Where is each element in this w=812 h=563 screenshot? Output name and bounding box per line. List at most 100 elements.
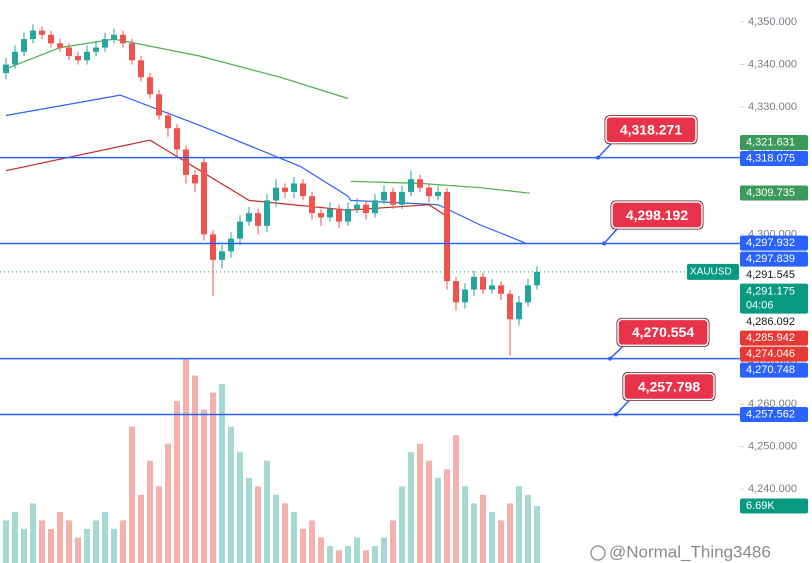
callout-pointer — [597, 142, 613, 159]
volume-bar — [336, 550, 342, 563]
volume-bar — [399, 486, 405, 563]
volume-bar — [282, 503, 288, 563]
volume-bar — [516, 486, 522, 563]
price-label-box — [740, 251, 808, 267]
callout-label: 4,318.271 — [620, 121, 682, 137]
candle-body — [57, 43, 63, 48]
volume-bar — [48, 528, 54, 563]
volume-bar — [453, 435, 459, 563]
volume-bar — [30, 503, 36, 563]
candle-body — [165, 115, 171, 129]
price-label-box — [740, 407, 808, 423]
candle-body — [12, 51, 18, 65]
volume-bar — [255, 486, 261, 563]
candle-body — [237, 221, 243, 239]
price-label-box — [740, 346, 808, 362]
callout-label: 4,298.192 — [626, 207, 688, 223]
volume-bar — [417, 443, 423, 563]
callout-pointer — [609, 344, 625, 360]
symbol-label: XAUUSD — [690, 266, 732, 277]
symbol-box — [687, 263, 739, 280]
candle-body — [192, 174, 198, 184]
volume-bar — [444, 469, 450, 563]
volume-bar — [525, 494, 531, 563]
watermark: @Normal_Thing3486 — [590, 542, 771, 561]
callout-anchor — [614, 412, 618, 417]
candle-body — [525, 285, 531, 303]
callout: 4,257.798 — [614, 372, 716, 417]
volume-bar — [534, 506, 540, 563]
candle-body — [408, 179, 414, 192]
candle-body — [327, 208, 333, 218]
callout-anchor — [608, 356, 612, 361]
volume-bar — [84, 528, 90, 563]
callout-label: 4,257.798 — [638, 378, 700, 394]
candle-body — [129, 43, 135, 61]
candle-body — [480, 276, 486, 290]
candle-body — [336, 208, 342, 222]
candle-body — [282, 187, 288, 192]
callout-box — [611, 201, 703, 229]
y-tick-label: 4,330.000 — [748, 101, 797, 113]
candle-body — [417, 179, 423, 188]
candle-body — [246, 213, 252, 222]
volume-bar — [237, 452, 243, 563]
candle-body — [498, 285, 504, 294]
callout-pointer — [603, 227, 619, 245]
candle-body — [453, 281, 459, 303]
volume-bar — [210, 392, 216, 563]
price-label-box — [740, 267, 808, 283]
candle-body — [183, 149, 189, 175]
candle-body — [354, 204, 360, 209]
candle-body — [273, 187, 279, 201]
candle-body — [228, 238, 234, 252]
volume-bar — [471, 503, 477, 563]
volume-bar — [462, 486, 468, 563]
watermark-text: @Normal_Thing3486 — [609, 542, 771, 561]
candle-body — [255, 213, 261, 226]
price-label: 4,321.631 — [746, 136, 795, 148]
price-label: 4,291.545 — [746, 269, 795, 281]
volume-bar — [12, 511, 18, 563]
volume-bar — [111, 528, 117, 563]
volume-bar — [156, 486, 162, 563]
volume-bar — [300, 528, 306, 563]
volume-bar — [291, 511, 297, 563]
candle-body — [435, 191, 441, 197]
candle-body — [345, 208, 351, 222]
volume-bar — [408, 452, 414, 563]
callout-box — [623, 372, 715, 401]
volume-bar — [480, 494, 486, 563]
candle-body — [30, 30, 36, 40]
candle-body — [399, 191, 405, 205]
candle-body — [147, 77, 153, 95]
volume-bar — [381, 537, 387, 563]
volume-bar — [147, 460, 153, 563]
volume-bar — [66, 520, 72, 563]
y-tick-label: 4,340.000 — [748, 58, 797, 70]
candle-body — [75, 56, 81, 61]
watermark-icon — [590, 545, 606, 561]
price-label-box — [740, 362, 808, 378]
price-label-box — [740, 330, 808, 346]
candle-body — [363, 204, 369, 214]
y-tick-label: 4,350.000 — [748, 16, 797, 28]
price-label: 4,309.735 — [746, 187, 795, 199]
candle-body — [156, 94, 162, 116]
callouts: 4,318.271 4,298.192 4,270.554 4,257.798 — [596, 115, 716, 417]
volume-bar — [372, 545, 378, 563]
volume-bar — [102, 511, 108, 563]
volume-bar — [21, 528, 27, 563]
candle-body — [300, 183, 306, 197]
volume-bar — [57, 511, 63, 563]
volume-bar — [201, 409, 207, 563]
price-label: 6.69K — [746, 500, 775, 512]
price-label-box — [740, 151, 808, 167]
volume-bar — [363, 550, 369, 563]
candle-body — [516, 302, 522, 320]
price-label-box — [740, 498, 808, 514]
candles — [3, 24, 540, 356]
candle-body — [507, 293, 513, 320]
price-label: 4,297.932 — [746, 237, 795, 249]
